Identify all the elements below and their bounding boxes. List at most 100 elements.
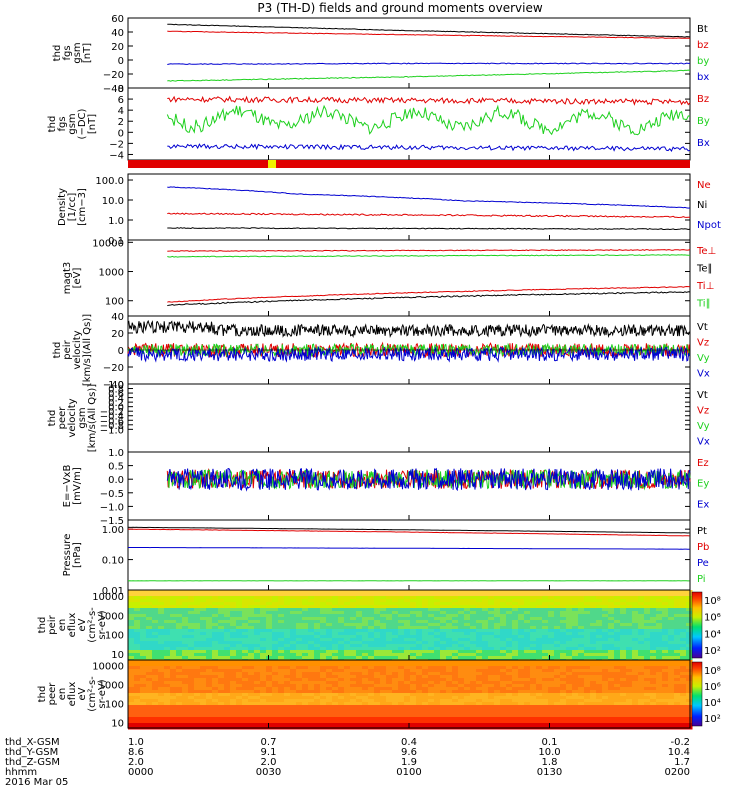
heatmap-cell: [578, 608, 585, 612]
heatmap-cell: [632, 675, 639, 679]
heatmap-cell: [458, 656, 465, 660]
heatmap-cell: [182, 623, 189, 627]
heatmap-cell: [158, 638, 165, 642]
heatmap-cell: [506, 696, 513, 700]
heatmap-cell: [488, 696, 495, 700]
heatmap-cell: [638, 596, 645, 600]
heatmap-cell: [416, 672, 423, 676]
heatmap-cell: [572, 623, 579, 627]
heatmap-cell: [566, 629, 573, 633]
heatmap-cell: [188, 596, 195, 600]
heatmap-cell: [392, 663, 399, 667]
heatmap-cell: [320, 653, 327, 657]
heatmap-cell: [638, 717, 645, 721]
heatmap-cell: [494, 593, 501, 597]
heatmap-cell: [362, 644, 369, 648]
heatmap-cell: [398, 696, 405, 700]
heatmap-cell: [638, 629, 645, 633]
heatmap-cell: [680, 675, 687, 679]
heatmap-cell: [134, 672, 141, 676]
heatmap-cell: [644, 669, 651, 673]
heatmap-cell: [536, 611, 543, 615]
heatmap-cell: [350, 684, 357, 688]
heatmap-cell: [470, 656, 477, 660]
heatmap-cell: [428, 611, 435, 615]
heatmap-cell: [554, 623, 561, 627]
heatmap-cell: [560, 641, 567, 645]
heatmap-cell: [368, 684, 375, 688]
heatmap-cell: [230, 714, 237, 718]
heatmap-cell: [494, 717, 501, 721]
heatmap-cell: [416, 596, 423, 600]
heatmap-cell: [410, 684, 417, 688]
heatmap-cell: [422, 626, 429, 630]
heatmap-cell: [524, 666, 531, 670]
heatmap-cell: [176, 623, 183, 627]
heatmap-cell: [362, 590, 369, 594]
heatmap-cell: [686, 669, 693, 673]
heatmap-cell: [248, 714, 255, 718]
heatmap-cell: [608, 617, 615, 621]
heatmap-cell: [452, 684, 459, 688]
heatmap-cell: [182, 672, 189, 676]
heatmap-cell: [362, 720, 369, 724]
heatmap-cell: [548, 614, 555, 618]
heatmap-cell: [296, 608, 303, 612]
heatmap-cell: [482, 687, 489, 691]
heatmap-cell: [560, 650, 567, 654]
heatmap-cell: [188, 693, 195, 697]
heatmap-cell: [290, 687, 297, 691]
heatmap-cell: [530, 675, 537, 679]
heatmap-cell: [530, 638, 537, 642]
y-axis-label: en: [57, 688, 68, 701]
heatmap-cell: [446, 617, 453, 621]
mode-strip: [128, 160, 690, 168]
heatmap-cell: [338, 708, 345, 712]
heatmap-cell: [368, 656, 375, 660]
heatmap-cell: [326, 708, 333, 712]
heatmap-cell: [254, 623, 261, 627]
heatmap-cell: [440, 620, 447, 624]
heatmap-cell: [362, 693, 369, 697]
heatmap-cell: [206, 684, 213, 688]
heatmap-cell: [362, 638, 369, 642]
heatmap-cell: [356, 623, 363, 627]
heatmap-cell: [398, 614, 405, 618]
heatmap-cell: [614, 641, 621, 645]
heatmap-cell: [344, 663, 351, 667]
panel-10: thd peer en eflux eV (cm²-s-sr-eV)10000100010…: [37, 659, 721, 730]
heatmap-cell: [608, 678, 615, 682]
heatmap-cell: [128, 608, 135, 612]
heatmap-cell: [614, 617, 621, 621]
heatmap-cell: [350, 669, 357, 673]
heatmap-cell: [368, 678, 375, 682]
heatmap-cell: [254, 681, 261, 685]
heatmap-cell: [488, 647, 495, 651]
heatmap-cell: [650, 669, 657, 673]
heatmap-cell: [410, 617, 417, 621]
heatmap-cell: [476, 602, 483, 606]
heatmap-cell: [308, 660, 315, 664]
heatmap-cell: [506, 647, 513, 651]
heatmap-cell: [458, 675, 465, 679]
heatmap-cell: [464, 641, 471, 645]
heatmap-cell: [200, 696, 207, 700]
heatmap-cell: [476, 596, 483, 600]
y-tick-label: 10000: [92, 592, 124, 603]
heatmap-cell: [356, 669, 363, 673]
heatmap-cell: [428, 696, 435, 700]
heatmap-cell: [476, 690, 483, 694]
heatmap-cell: [488, 693, 495, 697]
heatmap-cell: [236, 711, 243, 715]
heatmap-cell: [290, 669, 297, 673]
x-tick-label: 0.4: [401, 737, 417, 748]
heatmap-cell: [182, 708, 189, 712]
heatmap-cell: [524, 647, 531, 651]
heatmap-cell: [518, 678, 525, 682]
heatmap-cell: [188, 663, 195, 667]
heatmap-cell: [392, 681, 399, 685]
heatmap-cell: [464, 702, 471, 706]
heatmap-cell: [410, 629, 417, 633]
heatmap-cell: [644, 702, 651, 706]
heatmap-cell: [668, 629, 675, 633]
